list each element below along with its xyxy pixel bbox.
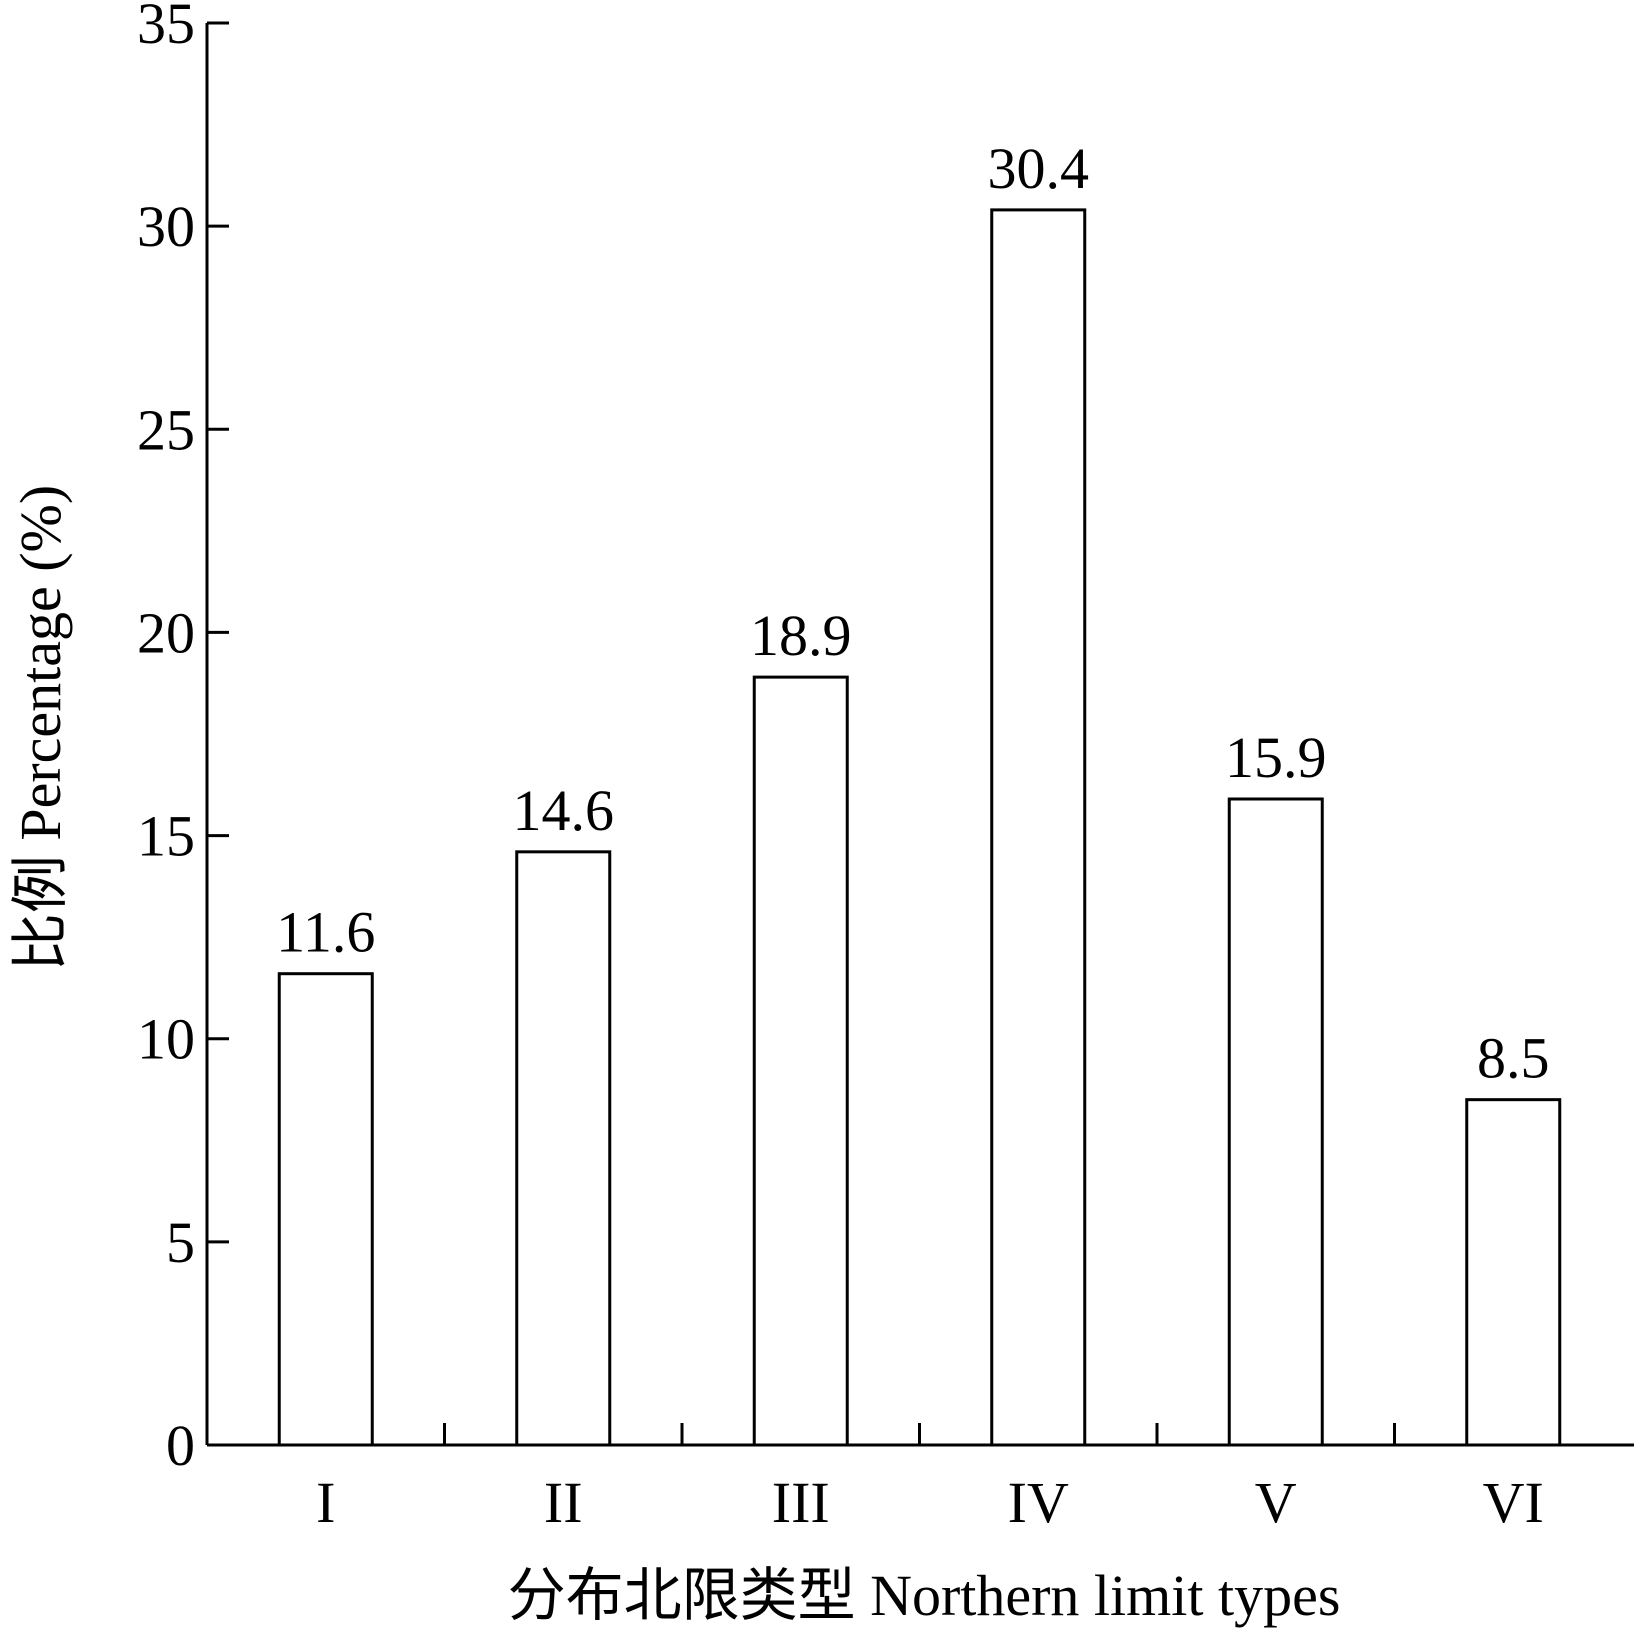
x-tick-label-V: V [1255,1470,1297,1535]
x-tick-label-IV: IV [1008,1470,1069,1535]
x-tick-label-III: III [772,1470,830,1535]
bar-III [752,675,849,1447]
y-tick-label: 30 [137,194,195,259]
bar-V [1227,797,1324,1447]
y-tick-label: 15 [137,804,195,869]
bar-IV [990,208,1087,1447]
bars-layer [277,208,1562,1447]
axes-layer [205,21,1634,1447]
bar-VI [1465,1098,1562,1447]
x-axis-title: 分布北限类型 Northern limit types [508,1563,1341,1628]
y-tick-label: 5 [166,1210,195,1275]
data-label-VI: 8.5 [1477,1026,1550,1091]
x-tick-label-VI: VI [1483,1470,1544,1535]
bar-II [515,850,612,1447]
data-label-IV: 30.4 [988,136,1090,201]
y-tick-label: 35 [137,0,195,56]
y-tick-label: 25 [137,397,195,462]
bar-I [277,972,374,1447]
y-tick-label: 20 [137,600,195,665]
x-tick-label-I: I [316,1470,335,1535]
data-label-V: 15.9 [1225,725,1327,790]
y-tick-label: 0 [166,1413,195,1478]
x-tick-label-II: II [544,1470,583,1535]
data-label-III: 18.9 [750,603,852,668]
y-tick-label: 10 [137,1007,195,1072]
y-axis-title: 比例 Percentage (%) [8,485,73,971]
data-label-I: 11.6 [276,900,375,965]
data-label-II: 14.6 [513,778,615,843]
